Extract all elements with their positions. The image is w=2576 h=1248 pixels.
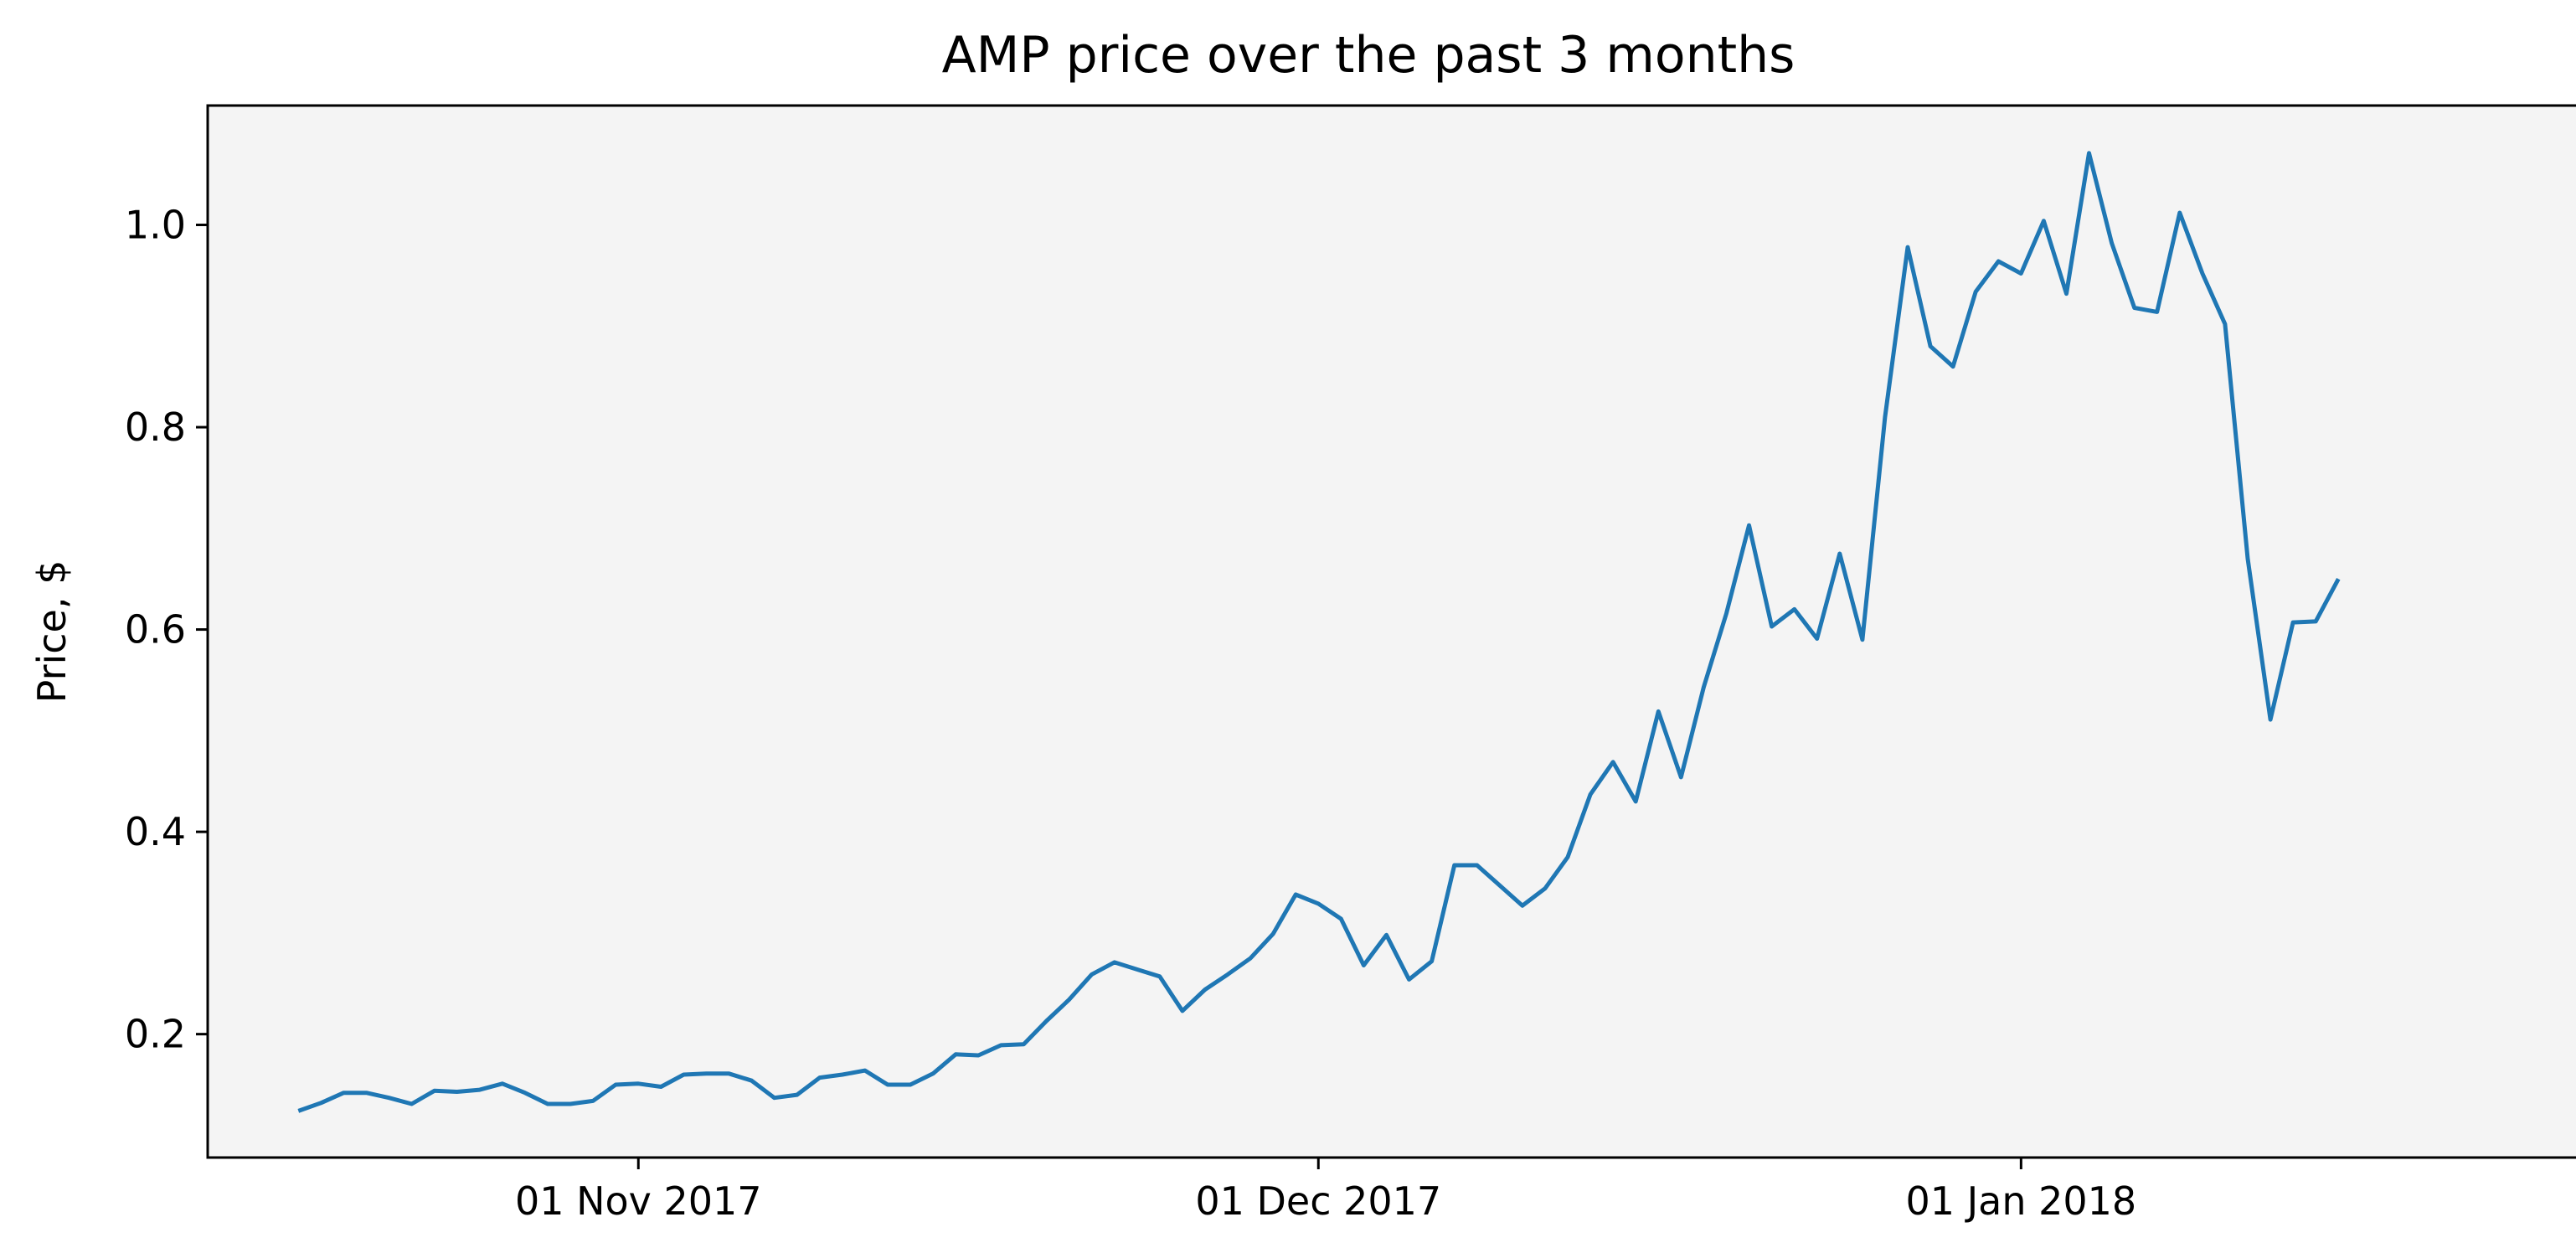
y-tick-label: 0.4	[125, 809, 186, 854]
y-tick-label: 0.2	[125, 1012, 186, 1057]
y-tick-label: 0.6	[125, 607, 186, 652]
x-axis: 01 Nov 2017 01 Dec 2017 01 Jan 2018	[515, 1158, 2136, 1224]
plot-area	[208, 106, 2576, 1158]
y-tick-label: 0.8	[125, 405, 186, 450]
price-series-line	[297, 151, 2341, 1113]
plot-frame	[206, 104, 2576, 1159]
x-tick-label: 01 Nov 2017	[515, 1178, 762, 1224]
x-tick-label: 01 Jan 2018	[1905, 1178, 2136, 1224]
y-axis-label: Price, $	[29, 560, 75, 704]
x-tick-label: 01 Dec 2017	[1195, 1178, 1441, 1224]
y-tick-label: 1.0	[125, 203, 186, 248]
chart-title: AMP price over the past 3 months	[942, 26, 1795, 85]
y-axis: 0.2 0.4 0.6 0.8 1.0	[125, 203, 208, 1057]
